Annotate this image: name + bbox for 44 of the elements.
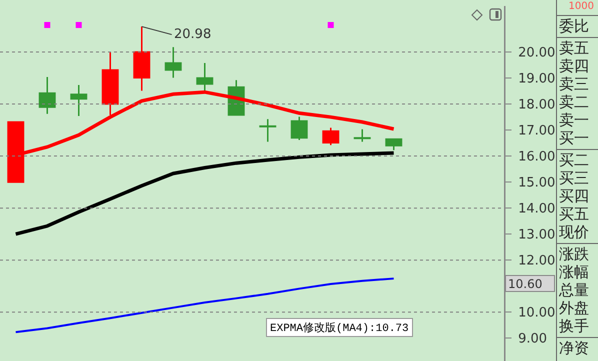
text: 换手	[558, 317, 590, 335]
candlestick	[70, 84, 88, 117]
y-tick-label: 14.00	[518, 202, 556, 217]
y-tick-label: 18.00	[518, 98, 556, 113]
y-tick-label: 12.00	[518, 254, 556, 269]
text: 卖四	[558, 57, 590, 75]
text: 10.60	[505, 275, 555, 292]
text: 涨幅	[558, 263, 590, 281]
y-tick-label: 16.00	[518, 150, 556, 165]
y-tick-label: 10.00	[518, 306, 556, 321]
text: 卖五	[557, 37, 598, 57]
text: 买二	[557, 149, 598, 169]
candlestick	[290, 116, 308, 141]
candlestick	[133, 26, 150, 92]
text: 买三	[558, 169, 590, 187]
text: 外盘	[558, 299, 590, 317]
candlestick	[196, 62, 214, 93]
y-tick-label: 13.00	[518, 228, 556, 243]
candlestick	[259, 118, 276, 143]
text: 净资	[557, 337, 598, 357]
text: 委比	[557, 15, 598, 35]
y-tick-label: 15.00	[518, 176, 556, 191]
candlestick	[354, 128, 371, 143]
line-series	[14, 151, 396, 236]
annotation: 20.98	[174, 27, 212, 42]
text: 卖二	[558, 93, 590, 111]
text: 卖一	[558, 111, 590, 129]
text: 总量	[558, 281, 590, 299]
text: 卖三	[558, 75, 590, 93]
text: 1000	[568, 0, 595, 13]
annotation: EXPMA修改版(MA4):10.73	[266, 318, 413, 337]
text: 买四	[558, 187, 590, 205]
text: 现价	[558, 223, 590, 241]
y-tick-label: 9.00	[518, 332, 548, 347]
text: 买一	[558, 129, 590, 147]
y-tick-label: 17.00	[518, 124, 556, 139]
text: 涨跌	[557, 243, 598, 263]
y-tick-label: 19.00	[518, 72, 556, 87]
candlestick	[322, 126, 340, 146]
candlestick	[164, 46, 182, 79]
candlestick	[385, 138, 402, 151]
text: 买五	[558, 205, 590, 223]
candlestick	[38, 76, 56, 115]
y-tick-label: 20.00	[518, 46, 556, 61]
